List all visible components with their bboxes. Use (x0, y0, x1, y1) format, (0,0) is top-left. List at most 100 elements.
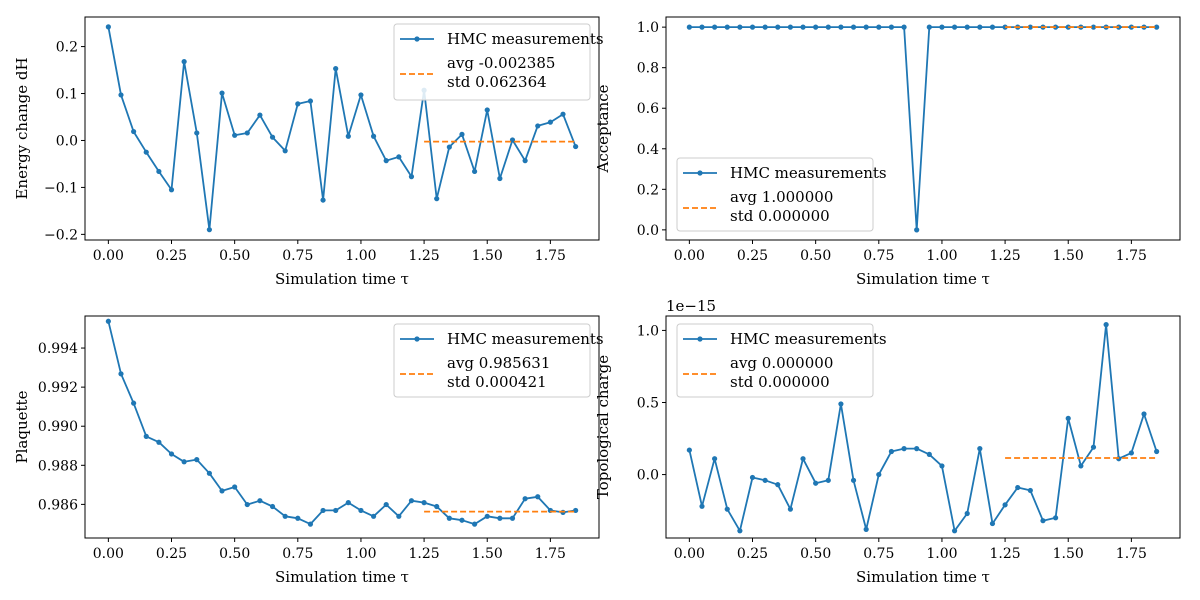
y-tick-label: 0.0 (637, 223, 659, 239)
legend-series-marker (697, 170, 703, 176)
data-point (535, 123, 541, 129)
data-point (1078, 463, 1084, 469)
x-tick-label: 0.50 (219, 248, 250, 264)
data-point (168, 451, 175, 457)
chart-panel-4: 0.00 0.25 0.50 0.75 1.00 1.25 1.50 1.75 0.0 0.5 1.… (594, 297, 1181, 586)
data-point (1027, 24, 1033, 30)
data-point (446, 515, 452, 521)
data-point (813, 24, 819, 30)
data-point (396, 154, 402, 160)
data-point (775, 482, 781, 488)
data-point (370, 133, 377, 139)
x-tick-label: 0.25 (737, 248, 768, 264)
x-tick-label: 0.00 (93, 248, 124, 264)
x-tick-label: 1.00 (345, 248, 376, 264)
chart-panel-2: 0.00 0.25 0.50 0.75 1.00 1.25 1.50 1.75 0.0 0.2 0.… (594, 16, 1181, 288)
legend-average-label: avg -0.002385 (447, 54, 555, 72)
data-point (888, 448, 895, 455)
data-point (333, 66, 339, 72)
data-point (762, 24, 768, 30)
chart-panel-1: 0.00 0.25 0.50 0.75 1.00 1.25 1.50 1.75 −0.2 −0.1… (13, 16, 604, 288)
data-point (105, 318, 111, 324)
data-point (914, 227, 920, 233)
x-tick-label: 1.00 (926, 546, 957, 562)
data-point (939, 24, 945, 30)
y-tick-label: 0.6 (637, 101, 659, 117)
data-point (1027, 487, 1033, 494)
data-point (206, 227, 212, 233)
data-point (143, 433, 149, 439)
y-tick-label: 0.1 (56, 87, 78, 103)
data-point (573, 143, 579, 150)
data-point (876, 24, 882, 30)
data-point (282, 148, 288, 154)
x-tick-label: 0.75 (863, 546, 894, 562)
data-point (1015, 484, 1021, 491)
y-tick-label: 0.2 (637, 182, 659, 198)
x-tick-label: 0.00 (674, 546, 705, 562)
data-point (118, 92, 124, 98)
legend-average-label: avg 0.985631 (447, 354, 550, 372)
data-point (901, 24, 907, 30)
legend-average-label: avg 0.000000 (730, 354, 833, 372)
data-point (1053, 515, 1059, 521)
data-point (838, 24, 844, 30)
x-axis-label: Simulation time τ (275, 568, 409, 586)
data-point (345, 133, 351, 139)
x-tick-label: 0.75 (863, 248, 894, 264)
data-point (1154, 24, 1160, 30)
data-point (951, 24, 958, 30)
legend-average-label: avg 1.000000 (730, 188, 833, 206)
data-point (989, 24, 996, 30)
y-tick-label: 0.992 (38, 380, 78, 396)
data-point (257, 112, 263, 118)
data-point (977, 446, 983, 452)
y-offset-text: 1e−15 (666, 297, 716, 315)
data-point (421, 500, 427, 506)
x-tick-label: 1.75 (1116, 248, 1147, 264)
data-point (800, 24, 806, 30)
data-point (269, 134, 276, 140)
data-point (762, 477, 768, 483)
data-point (269, 503, 276, 510)
data-point (131, 400, 137, 406)
data-point (181, 459, 187, 465)
legend-box (676, 323, 874, 398)
data-point (775, 24, 781, 30)
data-point (320, 507, 326, 514)
legend-box (393, 23, 591, 101)
data-point (295, 101, 301, 107)
legend-std-label: std 0.062364 (447, 73, 547, 91)
x-tick-label: 0.50 (800, 248, 831, 264)
data-point (926, 24, 932, 30)
data-point (699, 24, 705, 30)
data-point (168, 187, 175, 193)
axes-frame (665, 16, 1181, 241)
legend-series-marker (414, 36, 420, 42)
data-point (383, 158, 389, 164)
legend-std-label: std 0.000000 (730, 207, 830, 225)
data-point (951, 528, 958, 534)
data-point (484, 107, 490, 113)
x-axis-label: Simulation time τ (275, 270, 409, 288)
data-point (156, 168, 162, 175)
y-tick-label: 0.990 (38, 419, 78, 435)
data-point (1040, 518, 1046, 524)
x-tick-label: 1.25 (409, 248, 440, 264)
data-point (964, 24, 970, 30)
x-tick-label: 0.25 (156, 546, 187, 562)
x-tick-label: 0.75 (282, 546, 313, 562)
x-axis-label: Simulation time τ (856, 270, 990, 288)
legend-box (393, 323, 591, 398)
data-point (749, 474, 756, 481)
data-point (914, 446, 920, 452)
x-tick-label: 1.75 (535, 546, 566, 562)
data-point (522, 496, 528, 502)
data-point (876, 471, 882, 478)
data-point (244, 501, 250, 508)
data-point (232, 132, 238, 138)
data-point (408, 174, 415, 180)
data-point (1090, 24, 1097, 30)
